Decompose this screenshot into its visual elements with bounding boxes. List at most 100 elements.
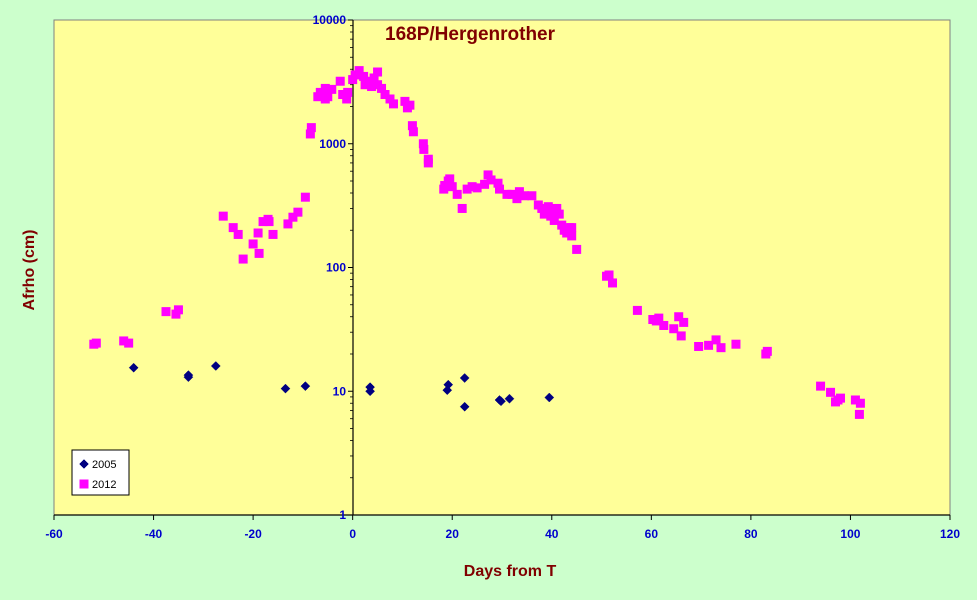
point-2012	[238, 254, 248, 264]
point-2012	[323, 92, 333, 102]
point-2012	[418, 139, 428, 149]
point-2012	[320, 83, 330, 93]
point-2012	[716, 343, 726, 353]
legend-marker-2012	[79, 479, 89, 489]
point-2012	[405, 100, 415, 110]
point-2012	[264, 217, 274, 227]
chart-title: 168P/Hergenrother	[385, 24, 556, 45]
y-axis-label: Afrho (cm)	[21, 230, 38, 311]
point-2012	[228, 223, 238, 233]
point-2012	[549, 215, 559, 225]
x-tick-label: 60	[645, 527, 659, 541]
point-2012	[124, 338, 134, 348]
point-2012	[604, 270, 614, 280]
point-2012	[554, 209, 564, 219]
point-2012	[493, 178, 503, 188]
point-2012	[254, 248, 264, 258]
x-tick-label: 100	[840, 527, 860, 541]
point-2005	[459, 373, 470, 383]
point-2005	[128, 362, 139, 373]
point-2005	[280, 383, 291, 394]
point-2012	[495, 184, 505, 194]
point-2012	[300, 192, 310, 202]
point-2012	[173, 305, 183, 315]
point-2012	[377, 83, 387, 93]
point-2012	[679, 317, 689, 327]
x-tick-label: -20	[244, 527, 262, 541]
point-2012	[552, 203, 562, 213]
legend: 2005 2012	[71, 449, 130, 496]
point-2012	[218, 211, 228, 221]
point-2012	[419, 144, 429, 154]
point-2005	[443, 379, 454, 390]
point-2012	[483, 170, 493, 180]
point-2012	[445, 174, 455, 184]
point-2012	[161, 307, 171, 317]
point-2012	[367, 82, 377, 92]
point-2012	[385, 94, 395, 104]
data-points	[89, 66, 865, 419]
point-2012	[512, 194, 522, 204]
point-2012	[854, 409, 864, 419]
point-2012	[342, 94, 352, 104]
point-2012	[293, 207, 303, 217]
point-2012	[731, 339, 741, 349]
point-2012	[608, 278, 618, 288]
point-2012	[704, 340, 714, 350]
point-2012	[268, 229, 278, 239]
point-2012	[348, 75, 358, 85]
point-2012	[632, 305, 642, 315]
point-2012	[457, 203, 467, 213]
point-2012	[335, 76, 345, 86]
point-2005	[365, 382, 375, 392]
point-2012	[762, 346, 772, 356]
point-2012	[557, 220, 567, 230]
legend-label-2012: 2012	[92, 479, 116, 491]
point-2012	[480, 179, 490, 189]
point-2012	[327, 84, 337, 94]
point-2012	[283, 219, 293, 229]
point-2012	[711, 335, 721, 345]
x-tick-label: 40	[545, 527, 559, 541]
point-2012	[354, 66, 364, 76]
y-tick-label: 1000	[319, 137, 346, 151]
point-2012	[519, 191, 529, 201]
point-2012	[408, 127, 418, 137]
x-tick-label: 80	[744, 527, 758, 541]
point-2012	[527, 191, 537, 201]
point-2012	[567, 223, 577, 233]
point-2012	[400, 96, 410, 106]
point-2012	[388, 99, 398, 109]
point-2005	[459, 401, 470, 412]
point-2012	[472, 183, 482, 193]
point-2012	[306, 123, 316, 133]
point-2012	[462, 184, 472, 194]
point-2012	[659, 320, 669, 330]
point-2005	[300, 381, 311, 391]
point-2012	[486, 175, 496, 185]
point-2012	[369, 73, 379, 83]
point-2012	[248, 239, 258, 249]
point-2012	[654, 313, 664, 323]
y-tick-label: 10000	[313, 13, 347, 27]
x-tick-label: 20	[446, 527, 460, 541]
point-2012	[407, 121, 417, 131]
point-2012	[502, 189, 512, 199]
point-2012	[694, 341, 704, 351]
point-2012	[674, 312, 684, 322]
point-2012	[305, 129, 315, 139]
point-2012	[452, 189, 462, 199]
point-2012	[233, 229, 243, 239]
point-2012	[288, 212, 298, 222]
point-2012	[373, 67, 383, 77]
x-tick-label: 0	[349, 527, 356, 541]
point-2012	[826, 387, 836, 397]
x-tick-label: 120	[940, 527, 960, 541]
point-2012	[537, 203, 547, 213]
point-2012	[467, 182, 477, 192]
axes	[53, 19, 951, 520]
point-2012	[850, 395, 860, 405]
point-2012	[816, 381, 826, 391]
